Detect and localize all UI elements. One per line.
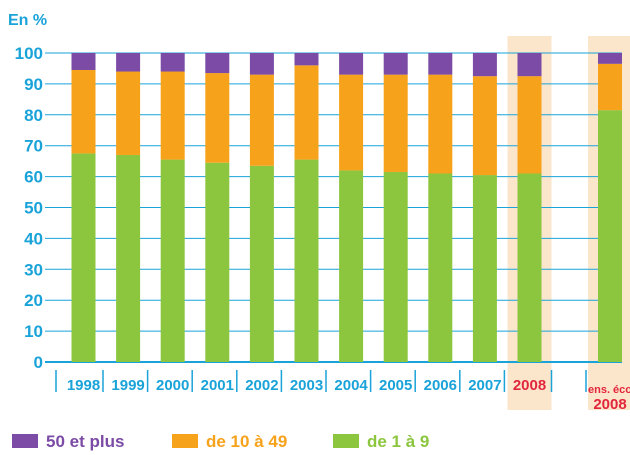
bar-segment xyxy=(116,53,141,72)
x-tick-label: 2005 xyxy=(379,377,412,394)
bar-segment xyxy=(71,53,96,70)
bar-segment xyxy=(294,65,319,160)
bar-segment xyxy=(428,53,453,75)
bar-segment xyxy=(428,173,453,362)
y-axis-unit-label: En % xyxy=(8,12,47,29)
bar-segment xyxy=(249,53,274,75)
bar-segment xyxy=(160,53,185,72)
bar-segment xyxy=(160,159,185,362)
bar-segment xyxy=(116,154,141,362)
bar-segment xyxy=(294,53,319,66)
y-tick-label: 30 xyxy=(24,260,43,279)
y-tick-labels: 0 10 20 30 40 50 60 70 80 90 100 xyxy=(15,44,43,372)
x-tick-label: 2004 xyxy=(334,377,368,394)
bar-segment xyxy=(205,162,230,362)
bar-segment xyxy=(383,74,408,172)
x-tick-label: 1999 xyxy=(111,377,144,394)
bar-segment xyxy=(249,74,274,166)
y-tick-label: 90 xyxy=(24,75,43,94)
bar-segment xyxy=(598,63,622,111)
bar-segment xyxy=(598,110,622,362)
x-tick-label: 2001 xyxy=(201,377,234,394)
legend-label: 50 et plus xyxy=(46,432,124,451)
y-tick-label: 10 xyxy=(24,322,43,341)
legend: 50 et plus de 10 à 49 de 1 à 9 xyxy=(12,432,429,451)
x-tick-label: 2000 xyxy=(156,377,189,394)
x-tick-label: ens. éco xyxy=(588,384,630,396)
bar-segment xyxy=(116,71,141,155)
bar-segment xyxy=(294,159,319,362)
y-tick-label: 40 xyxy=(24,229,43,248)
x-tick-label: 1998 xyxy=(67,377,100,394)
bar-segment xyxy=(205,73,230,163)
bar-segment xyxy=(205,53,230,74)
y-tick-label: 100 xyxy=(15,44,43,63)
bar-segment xyxy=(339,74,364,171)
y-tick-label: 0 xyxy=(34,353,43,372)
bar-segment xyxy=(428,74,453,174)
legend-swatch xyxy=(172,434,198,448)
y-tick-label: 50 xyxy=(24,199,43,218)
y-tick-label: 20 xyxy=(24,291,43,310)
x-tick-label: 2008 xyxy=(593,396,626,413)
legend-label: de 10 à 49 xyxy=(206,432,287,451)
bar-segment xyxy=(339,170,364,362)
bar-segment xyxy=(383,171,408,362)
bar-segment xyxy=(472,76,497,176)
bar-segment xyxy=(472,53,497,77)
bar-segment xyxy=(472,175,497,362)
x-tick-label: 2008 xyxy=(513,377,546,394)
x-tick-label: 2002 xyxy=(245,377,278,394)
bar-segment xyxy=(160,71,185,160)
y-tick-label: 60 xyxy=(24,168,43,187)
legend-label: de 1 à 9 xyxy=(367,432,429,451)
x-tick-label: 2003 xyxy=(290,377,323,394)
x-tick-label: 2007 xyxy=(468,377,501,394)
legend-swatch xyxy=(12,434,38,448)
legend-swatch xyxy=(333,434,359,448)
y-tick-label: 70 xyxy=(24,137,43,156)
bar-segment xyxy=(71,153,96,362)
bar-segment xyxy=(517,53,542,77)
bar-segment xyxy=(71,69,96,154)
bar-segment xyxy=(517,76,542,174)
bar-segment xyxy=(598,53,622,64)
bar-segment xyxy=(249,165,274,362)
x-axis: 1998 1999 2000 2001 2002 2003 2004 2005 2006 2007… xyxy=(55,370,630,413)
y-tick-label: 80 xyxy=(24,106,43,125)
bar-segment xyxy=(383,53,408,75)
x-tick-label: 2006 xyxy=(424,377,457,394)
bar-segment xyxy=(517,173,542,362)
bar-segment xyxy=(339,53,364,75)
bars xyxy=(71,53,622,362)
